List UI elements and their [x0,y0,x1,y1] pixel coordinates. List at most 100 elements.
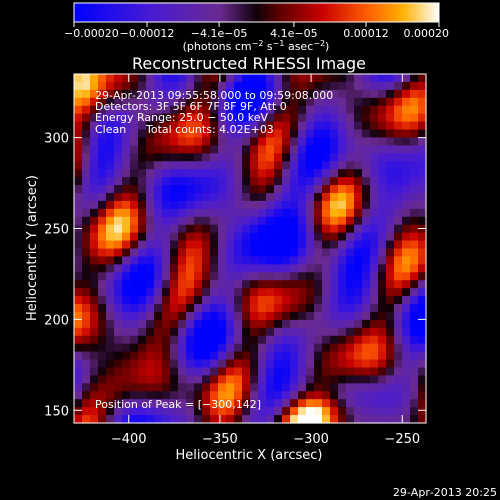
heatmap-cell [330,391,339,400]
heatmap-cell [402,367,411,377]
heatmap-cell [138,89,147,99]
heatmap-cell [226,367,235,377]
heatmap-cell [314,200,323,210]
heatmap-cell [370,256,379,265]
heatmap-cell [378,367,387,377]
heatmap-cell [82,240,91,250]
heatmap-cell [410,169,419,178]
heatmap-cell [394,169,403,178]
heatmap-cell [370,375,379,384]
heatmap-cell [82,185,91,194]
heatmap-cell [162,343,171,353]
heatmap-cell [258,137,267,146]
heatmap-cell [130,264,139,273]
heatmap-cell [378,200,387,210]
heatmap-cell [386,169,395,178]
x-tick-label: −400 [111,432,147,447]
heatmap-cell [242,153,251,162]
heatmap-cell [386,280,395,289]
heatmap-cell [378,169,387,178]
heatmap-cell [130,208,139,218]
heatmap-cell [330,296,339,305]
heatmap-cell [250,161,259,170]
heatmap-cell [178,383,187,392]
heatmap-cell [258,240,267,250]
heatmap-cell [402,74,411,83]
heatmap-cell [402,335,411,345]
heatmap-cell [378,375,387,384]
heatmap-cell [410,367,419,377]
heatmap-cell [346,304,355,313]
heatmap-cell [106,89,115,99]
heatmap-cell [218,208,227,218]
heatmap-cell [226,153,235,162]
heatmap-cell [402,89,411,99]
heatmap-cell [266,240,275,250]
heatmap-cell [386,351,395,361]
heatmap-cell [242,327,251,337]
heatmap-cell [394,383,403,392]
heatmap-cell [106,232,115,242]
heatmap-cell [306,153,315,162]
heatmap-cell [306,161,315,170]
heatmap-cell [338,319,347,329]
heatmap-cell [74,81,83,91]
heatmap-cell [98,288,107,297]
heatmap-cell [370,240,379,250]
heatmap-cell [170,359,179,369]
heatmap-cell [178,319,187,329]
heatmap-cell [226,200,235,210]
heatmap-cell [154,74,163,83]
heatmap-cell [338,224,347,234]
heatmap-cell [202,319,211,329]
heatmap-cell [298,415,307,424]
heatmap-cell [98,185,107,194]
heatmap-cell [386,208,395,218]
heatmap-cell [178,343,187,353]
heatmap-cell [186,177,195,186]
heatmap-cell [322,200,331,210]
heatmap-cell [90,192,99,202]
heatmap-cell [386,200,395,210]
heatmap-cell [122,97,131,107]
heatmap-cell [418,200,427,210]
heatmap-cell [378,177,387,186]
heatmap-cell [138,391,147,400]
heatmap-cell [402,415,411,424]
heatmap-cell [274,272,283,281]
heatmap-cell [98,335,107,345]
heatmap-cell [162,81,171,91]
heatmap-cell [210,137,219,146]
heatmap-cell [346,264,355,273]
heatmap-cell [82,319,91,329]
heatmap-cell [322,121,331,131]
heatmap-cell [210,383,219,392]
heatmap-cell [106,161,115,170]
heatmap-cell [314,351,323,361]
heatmap-cell [290,415,299,424]
heatmap-cell [234,399,243,408]
heatmap-cell [266,343,275,353]
heatmap-cell [114,169,123,178]
heatmap-cell [386,121,395,131]
heatmap-cell [194,343,203,353]
heatmap-cell [394,311,403,321]
heatmap-cell [354,185,363,194]
heatmap-cell [186,97,195,107]
heatmap-cell [210,304,219,313]
heatmap-cell [122,153,131,162]
heatmap-cell [122,288,131,297]
heatmap-cell [282,208,291,218]
heatmap-cell [258,335,267,345]
heatmap-cell [410,97,419,107]
heatmap-cell [178,415,187,424]
heatmap-cell [402,113,411,123]
heatmap-cell [370,169,379,178]
heatmap-cell [370,272,379,281]
heatmap-cell [98,161,107,170]
heatmap-cell [370,296,379,305]
heatmap-cell [162,399,171,408]
heatmap-cell [202,81,211,91]
heatmap-cell [402,296,411,305]
heatmap-cell [202,129,211,139]
